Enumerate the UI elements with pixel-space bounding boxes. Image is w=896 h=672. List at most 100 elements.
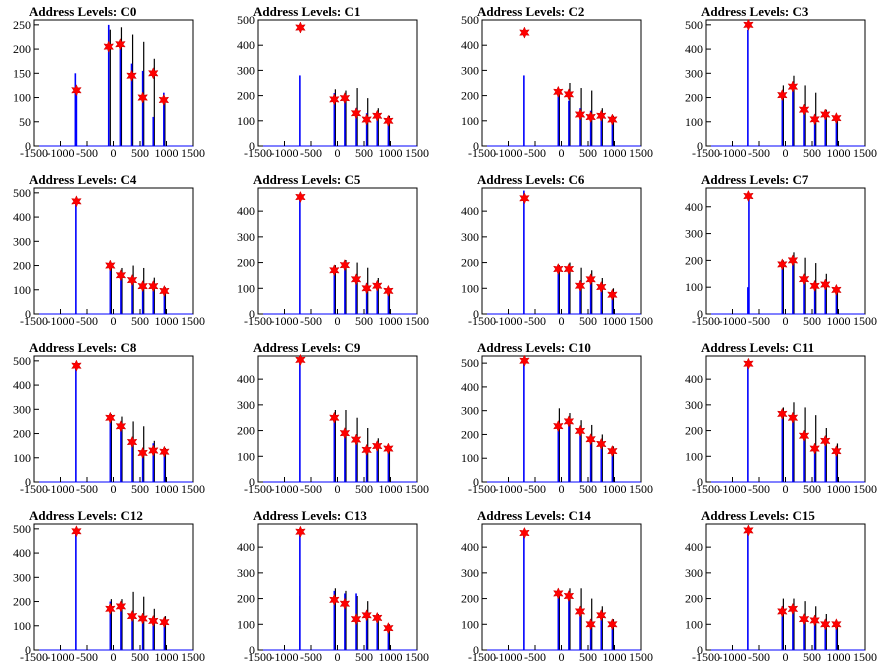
x-tick-label: 0: [783, 650, 789, 664]
x-tick-label: -1000: [495, 314, 523, 328]
x-tick-label: -1500: [244, 650, 272, 664]
peak-marker: [159, 616, 170, 629]
x-tick-label: -500: [76, 650, 98, 664]
chart-panel: 0 100 200 300 400 -1500 -1000 -500 0 500 1000 1500 A…: [448, 168, 672, 336]
x-tick-label: 500: [579, 482, 597, 496]
chart-svg: 0 100 200 300 400 -1500-1000 -500 0 500 1000 1500: [685, 523, 877, 664]
x-tick-label: 1000: [603, 146, 627, 160]
peak-marker: [574, 108, 586, 121]
x-tick-label: 1000: [827, 314, 851, 328]
y-tick-label: 50: [19, 115, 31, 129]
y-tick-label: 0: [697, 307, 703, 321]
x-tick-label: 1500: [629, 650, 653, 664]
chart-svg: 0 100 200 300 400 -1500-1000 -500 0 500 1000 1500: [237, 523, 429, 664]
x-tick-label: 1000: [155, 650, 179, 664]
y-tick-label: 500: [13, 522, 31, 536]
x-tick-label: -1500: [692, 314, 720, 328]
y-tick-label: 100: [461, 114, 479, 128]
x-tick-label: 500: [803, 650, 821, 664]
y-tick-label: 100: [685, 280, 703, 294]
x-tick-label: -1000: [495, 650, 523, 664]
chart-svg: 0 100 200 300 400 500 -1500-1000 -500 0 500 1000 15…: [461, 13, 653, 160]
plot-frame: [705, 355, 866, 483]
peak-marker: [574, 424, 586, 438]
x-tick-label: -1500: [20, 314, 48, 328]
y-tick-label: 100: [237, 449, 255, 463]
peak-marker: [147, 280, 159, 293]
x-tick-label: 500: [355, 146, 373, 160]
peak-marker: [137, 91, 148, 104]
peak-marker: [361, 443, 372, 456]
x-tick-label: 0: [783, 146, 789, 160]
peak-marker: [339, 597, 351, 610]
x-tick-label: 1000: [379, 650, 403, 664]
y-tick-label: 300: [237, 63, 255, 77]
y-tick-label: 400: [237, 540, 255, 554]
peak-marker: [519, 526, 530, 540]
peak-marker: [361, 282, 372, 295]
x-tick-label: -1000: [719, 482, 747, 496]
peak-marker: [519, 354, 530, 367]
x-tick-label: -1500: [20, 482, 48, 496]
y-tick-label: 400: [237, 372, 255, 386]
x-tick-label: -500: [76, 482, 98, 496]
chart-svg: 0 100 200 300 400 -1500-1000 -500 0 500 1000 1500: [461, 187, 653, 328]
x-tick-label: 1000: [603, 482, 627, 496]
x-tick-label: 0: [335, 650, 341, 664]
chart-title: Address Levels: C11: [701, 340, 815, 355]
peak-marker: [339, 92, 351, 105]
x-tick-label: 1500: [181, 482, 205, 496]
x-tick-label: 0: [559, 482, 565, 496]
x-tick-label: -500: [748, 146, 770, 160]
y-tick-label: 0: [473, 307, 479, 321]
chart-svg: 0 100 200 300 400 -1500-1000 -500 0 500 1000 1500: [237, 353, 429, 496]
y-tick-label: 100: [461, 617, 479, 631]
chart-svg: 0 100 200 300 400 -1500-1000 -500 0 500 1000 1500: [685, 355, 877, 496]
x-tick-label: -1000: [495, 482, 523, 496]
x-tick-label: 500: [803, 482, 821, 496]
plot-frame: [705, 523, 866, 651]
x-tick-label: -1500: [692, 482, 720, 496]
peak-marker: [798, 613, 810, 626]
peak-marker: [126, 609, 138, 623]
x-tick-label: 1000: [603, 314, 627, 328]
y-tick-label: 0: [249, 643, 255, 657]
y-tick-label: 400: [237, 204, 255, 218]
peak-marker: [563, 415, 575, 428]
y-tick-label: 300: [685, 398, 703, 412]
y-tick-label: 100: [237, 617, 255, 631]
peak-marker: [519, 26, 530, 39]
peak-marker: [126, 69, 137, 82]
peak-marker: [809, 279, 820, 292]
peak-marker: [787, 411, 799, 424]
y-tick-label: 200: [461, 592, 479, 606]
peak-marker: [137, 280, 148, 293]
x-tick-label: -500: [76, 146, 98, 160]
y-tick-label: 100: [685, 449, 703, 463]
peak-marker: [831, 112, 842, 125]
y-tick-label: 400: [13, 378, 31, 392]
y-tick-label: 200: [685, 253, 703, 267]
y-tick-label: 0: [25, 475, 31, 489]
chart-title: Address Levels: C0: [29, 4, 137, 19]
peak-marker: [831, 618, 842, 631]
y-tick-label: 0: [473, 643, 479, 657]
chart-svg: 0 100 200 300 400 -1500-1000 -500 0 500 1000 1500: [461, 523, 653, 664]
peak-marker: [743, 524, 754, 537]
peak-marker: [339, 427, 351, 440]
peak-marker: [159, 284, 170, 298]
x-tick-label: 500: [355, 314, 373, 328]
peak-marker: [585, 110, 596, 124]
peak-marker: [329, 411, 340, 424]
peak-marker: [777, 258, 788, 271]
chart-title: Address Levels: C12: [29, 508, 143, 523]
chart-panel: 0 100 200 300 400 500 -1500 -1000 -500 0 500 1000 15…: [672, 0, 896, 168]
x-tick-label: -1000: [495, 146, 523, 160]
x-tick-label: 1500: [629, 146, 653, 160]
x-tick-label: -500: [524, 482, 546, 496]
peak-marker: [743, 357, 754, 370]
y-tick-label: 500: [461, 13, 479, 27]
y-tick-label: 100: [685, 617, 703, 631]
y-tick-label: 400: [13, 210, 31, 224]
chart-svg: 0 100 200 300 400 500 -1500-1000 -500 0 500 1000 15…: [13, 522, 205, 664]
